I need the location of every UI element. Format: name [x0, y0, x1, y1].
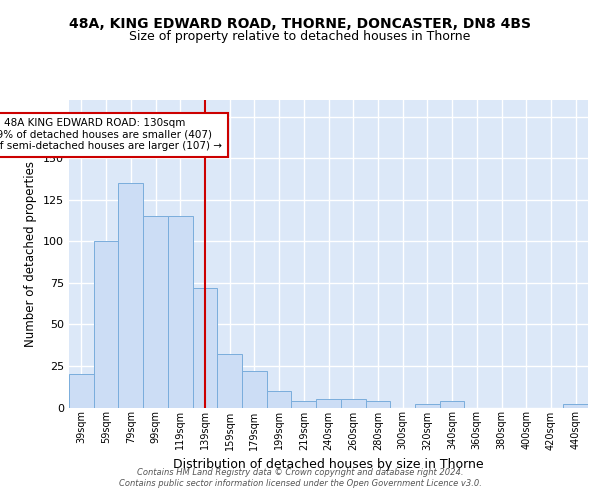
- Bar: [242, 371, 267, 408]
- Bar: [94, 242, 118, 408]
- Bar: [193, 288, 217, 408]
- Bar: [341, 399, 365, 407]
- X-axis label: Distribution of detached houses by size in Thorne: Distribution of detached houses by size …: [173, 458, 484, 471]
- Text: Size of property relative to detached houses in Thorne: Size of property relative to detached ho…: [130, 30, 470, 43]
- Bar: [168, 216, 193, 408]
- Bar: [69, 374, 94, 408]
- Bar: [316, 399, 341, 407]
- Bar: [415, 404, 440, 407]
- Text: Contains HM Land Registry data © Crown copyright and database right 2024.
Contai: Contains HM Land Registry data © Crown c…: [119, 468, 481, 487]
- Bar: [440, 401, 464, 407]
- Bar: [143, 216, 168, 408]
- Text: 48A KING EDWARD ROAD: 130sqm
← 79% of detached houses are smaller (407)
21% of s: 48A KING EDWARD ROAD: 130sqm ← 79% of de…: [0, 118, 223, 152]
- Text: 48A, KING EDWARD ROAD, THORNE, DONCASTER, DN8 4BS: 48A, KING EDWARD ROAD, THORNE, DONCASTER…: [69, 18, 531, 32]
- Bar: [217, 354, 242, 408]
- Bar: [118, 183, 143, 408]
- Bar: [292, 401, 316, 407]
- Bar: [563, 404, 588, 407]
- Bar: [267, 391, 292, 407]
- Y-axis label: Number of detached properties: Number of detached properties: [25, 161, 37, 347]
- Bar: [365, 401, 390, 407]
